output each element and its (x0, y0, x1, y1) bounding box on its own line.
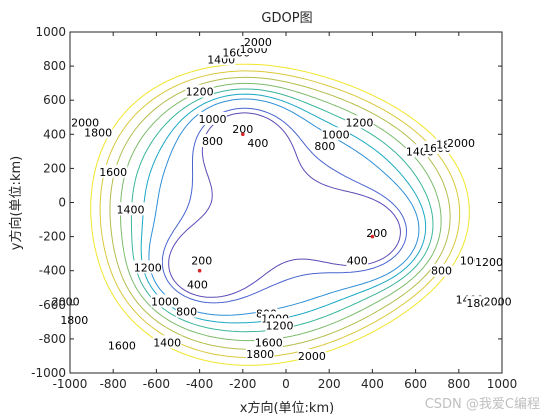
x-tick-label: -600 (143, 377, 170, 391)
contour-label-background (70, 115, 100, 129)
x-axis-title: x方向(单位:km) (240, 400, 334, 416)
contour-label: 200 (366, 227, 387, 240)
contour-label: 1600 (99, 166, 127, 179)
x-tick-label: -1000 (53, 377, 88, 391)
contour-label: 1400 (153, 336, 181, 349)
contour-label-background (150, 294, 180, 308)
contour-label-background (107, 338, 137, 352)
contour-label: 200 (191, 254, 212, 267)
contour-label-background (245, 347, 275, 361)
contour-label: 1200 (345, 116, 373, 129)
y-axis-title: y方向(单位:km) (8, 156, 24, 250)
y-tick-label: 200 (43, 161, 66, 175)
y-tick-label: -1000 (31, 366, 66, 380)
contour-label-background (51, 294, 80, 308)
contour-label: 1800 (84, 127, 112, 140)
contour-label-background (190, 253, 213, 267)
contour-label-background (345, 115, 374, 129)
contour-label-background (297, 348, 327, 362)
station-markers (197, 132, 375, 273)
contour-label: 800 (202, 135, 223, 148)
contour-label-background (83, 125, 113, 139)
x-tick-label: 1000 (487, 377, 518, 391)
contour-label-background (474, 255, 504, 269)
y-tick-label: 400 (43, 127, 66, 141)
contour-label-background (313, 139, 336, 153)
contour-label-background (430, 263, 453, 277)
y-tick-label: -200 (39, 230, 66, 244)
contour-label: 1600 (108, 340, 136, 353)
station-point (370, 234, 375, 239)
station-point (197, 268, 202, 273)
y-tick-label: 1000 (35, 25, 66, 39)
contour-label: 2000 (298, 350, 326, 363)
x-tick-label: 200 (318, 377, 341, 391)
contour-label: 1800 (60, 314, 88, 327)
contour-label-background (321, 127, 350, 141)
contour-label-background (483, 294, 512, 308)
contour-label-background (254, 335, 283, 349)
contour-label: 2000 (244, 36, 272, 49)
x-tick-label: 0 (282, 377, 290, 391)
y-tick-label: 800 (43, 59, 66, 73)
contour-label-background (201, 134, 224, 148)
y-tick-label: 0 (58, 196, 66, 210)
contour-label-group: 2004002002004004008008008008008001000100… (51, 35, 512, 363)
contour-label: 1000 (199, 113, 227, 126)
contour-label-background (99, 164, 128, 178)
contour-label: 2000 (447, 137, 475, 150)
contour-label: 1200 (475, 256, 503, 269)
y-tick-label: -800 (39, 332, 66, 346)
contour-label-background (243, 35, 273, 49)
contour-label: 800 (176, 306, 197, 319)
contour-label: 1000 (151, 295, 179, 308)
contour-label: 2000 (484, 295, 512, 308)
contour-label: 1000 (322, 128, 350, 141)
contour-label-background (175, 304, 198, 318)
contour-label-background (446, 135, 476, 149)
contour-label: 2000 (71, 116, 99, 129)
y-tick-label: -600 (39, 298, 66, 312)
contour-label-background (60, 313, 89, 327)
x-tick-label: -200 (229, 377, 256, 391)
contour-label-background (265, 318, 294, 332)
contour-label: 400 (347, 254, 368, 267)
contour-label-background (186, 277, 209, 291)
axis-ticks: -1000 -800 -600 -400 -200 0 200 400 600 800 1000-1… (31, 25, 517, 391)
contour-label: 1400 (116, 203, 144, 216)
contour-label-background (153, 335, 182, 349)
contour-label: 800 (431, 265, 452, 278)
contour-label-background (198, 111, 227, 125)
x-tick-label: -800 (100, 377, 127, 391)
x-tick-label: 600 (404, 377, 427, 391)
x-tick-label: 800 (447, 377, 470, 391)
contour-label: 1200 (186, 86, 214, 99)
contour-label: 800 (314, 140, 335, 153)
y-tick-label: -400 (39, 264, 66, 278)
x-tick-label: -400 (186, 377, 213, 391)
contour-label: 400 (247, 137, 268, 150)
y-tick-label: 600 (43, 93, 66, 107)
contour-label: 200 (232, 123, 253, 136)
contour-label-background (185, 84, 214, 98)
contour-line-1800 (99, 70, 461, 358)
contour-label-background (247, 135, 269, 149)
contour-label: 1200 (266, 319, 294, 332)
station-point (241, 132, 245, 137)
x-tick-label: 400 (361, 377, 384, 391)
contour-label: 400 (187, 278, 208, 291)
contour-label-background (346, 253, 369, 267)
contour-label: 1600 (255, 336, 283, 349)
contour-label-background (231, 122, 254, 136)
contour-label: 1800 (246, 348, 274, 361)
contour-label-background (133, 260, 162, 274)
chart-title: GDOP图 (261, 11, 312, 26)
watermark-text: CSDN @我爱C编程 (425, 397, 540, 412)
contour-label: 1200 (134, 261, 162, 274)
contour-label-background (116, 202, 145, 216)
contour-line-400 (161, 107, 407, 304)
